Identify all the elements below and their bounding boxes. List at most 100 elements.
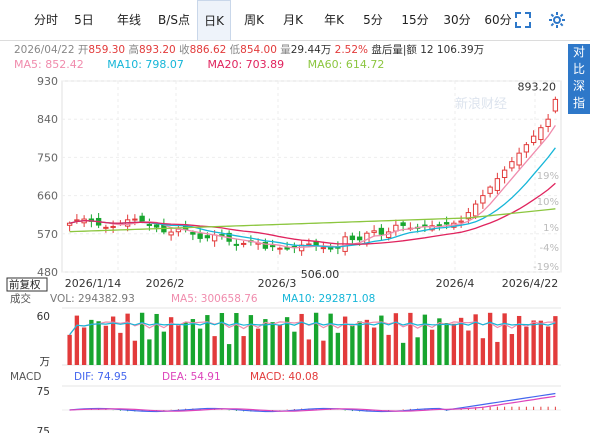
price-frame [61,80,562,273]
max-price-label: 893.20 [518,81,557,94]
candle-body [204,235,211,239]
candle-body [240,242,247,245]
volume-bar [154,313,159,365]
tab-3[interactable]: B/S点 [158,13,190,27]
volume-bar [241,336,246,365]
volume-bar [524,326,529,365]
volume-bar [466,330,471,365]
candle-body [509,161,515,169]
volume-bar [495,341,500,365]
volume-bar [400,342,406,365]
low-value: 854.00 [240,44,277,56]
candle-body [552,98,559,112]
compare-index-button[interactable]: 对比深指 [568,44,590,114]
volume-bar [509,334,515,365]
tab-5[interactable]: 周K [244,13,264,27]
high-label: 高 [128,44,139,56]
volume-bar [125,313,130,365]
candle-body [472,203,479,217]
volume-bar [139,312,145,365]
volume-bar [277,324,283,365]
volume-bar [393,313,399,365]
ma-legend: MA5: 852.42 MA10: 798.07 MA20: 703.89 MA… [14,58,404,71]
date-label: 2026/3 [258,277,297,290]
tab-4[interactable]: 日K [197,0,231,40]
volume-bar [132,340,138,365]
volume-bar [299,313,304,365]
price-tick: 750 [37,151,58,164]
candle-body [277,247,283,250]
volume-bar [270,322,275,365]
watermark: 新浪财经 [455,96,507,112]
tab-1[interactable]: 5日 [74,13,94,27]
volume-bar [451,323,457,365]
volume-bar [473,314,478,365]
volume-bar [313,312,319,365]
volume-bar [321,340,326,365]
volume-bar [248,315,254,365]
volume-ma10: MA10: 292871.08 [282,293,375,305]
candle-body [306,243,312,246]
candle-body [465,212,472,220]
candle-body [538,127,544,141]
candle-body [523,144,530,153]
tab-11[interactable]: 60分 [484,13,512,27]
macd-value: MACD: 40.08 [250,371,318,383]
ma20-line [69,182,556,245]
volume-bar [161,331,167,365]
price-tick: 930 [37,75,58,88]
candle-body [110,225,116,228]
volume-label: 量 [280,44,291,56]
volume-bar [74,315,80,365]
candle-body [320,247,327,250]
volume-bar [118,332,123,365]
percent-tick: -4% [540,243,559,254]
fullscreen-icon[interactable] [514,11,532,29]
volume-bar [89,319,94,365]
tab-8[interactable]: 5分 [363,13,383,27]
settings-icon[interactable] [548,11,566,29]
volume-bar [176,324,181,365]
quote-summary: 2026/04/22 开859.30 高893.20 收886.62 低854.… [14,42,484,57]
candle-body [487,186,493,194]
volume-bar [516,315,522,365]
volume-bar [553,316,558,365]
price-tick: 660 [37,190,58,203]
tab-10[interactable]: 30分 [443,13,471,27]
candle-body [132,218,138,221]
candle-body [139,215,145,222]
volume-bar [429,329,435,365]
candle-body [153,224,160,228]
tab-6[interactable]: 月K [283,13,303,27]
volume-ma10-line [69,321,556,336]
candlestick-chart: 930 840 750 660 570 480 19% 10% 1% -4% -19% 新浪财经 893… [6,75,562,433]
tab-2[interactable]: 年线 [116,13,141,27]
volume-bar [545,326,551,365]
after-hours-volume: 盘后量|额 12 106.39万 [371,44,485,56]
volume-bar [487,312,493,365]
date-label: 2026/1/14 [65,277,121,290]
volume-bar [415,337,420,365]
candle-body [436,224,443,227]
tab-0[interactable]: 分时 [33,13,58,27]
volume-bar [386,334,391,365]
volume-axis-top: 60 [37,311,50,323]
date-label: 2026/4/22 [502,277,558,290]
tab-9[interactable]: 15分 [401,13,429,27]
volume-bar [444,323,449,365]
macd-dif-line [69,392,556,413]
volume-bar [183,322,188,365]
tab-7[interactable]: 年K [324,13,344,27]
candle-body [494,178,501,191]
volume-bar [255,328,261,365]
candle-body [458,220,464,223]
volume-bar [190,319,196,365]
fq-label: 前复权 [9,278,41,291]
volume-bar [168,317,174,365]
open-value: 859.30 [88,44,126,56]
candle-body [197,233,203,239]
candle-body [400,222,406,226]
period-tab-bar: 分时 5日 年线 B/S点 日K 周K 月K 年K 5分 15分 30分 60分 [0,0,590,41]
volume-bar [335,332,341,365]
candle-body [103,226,109,229]
